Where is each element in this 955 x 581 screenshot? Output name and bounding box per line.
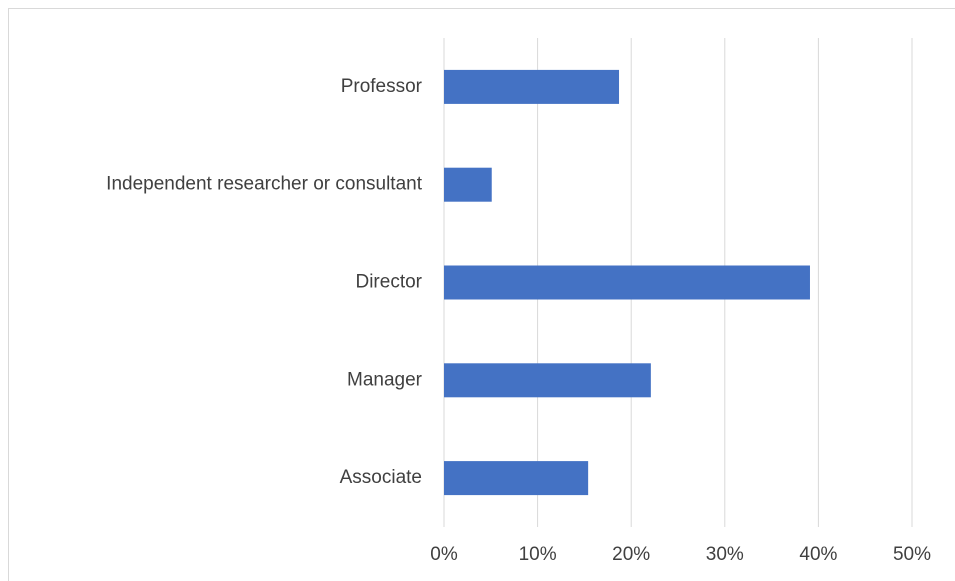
bar xyxy=(444,265,810,300)
x-tick-label: 50% xyxy=(893,544,931,565)
y-tick-label: Professor xyxy=(341,76,423,97)
bar xyxy=(444,167,492,202)
bar xyxy=(444,461,589,496)
bar xyxy=(444,69,620,104)
y-tick-label: Associate xyxy=(340,467,422,488)
y-tick-label: Director xyxy=(355,272,422,293)
x-tick-label: 0% xyxy=(430,544,458,565)
x-tick-label: 40% xyxy=(799,544,837,565)
bar xyxy=(444,363,651,398)
y-tick-label: Independent researcher or consultant xyxy=(106,174,423,195)
x-tick-label: 30% xyxy=(706,544,744,565)
y-tick-label: Manager xyxy=(347,369,423,390)
x-tick-label: 20% xyxy=(612,544,650,565)
x-tick-label: 10% xyxy=(519,544,557,565)
